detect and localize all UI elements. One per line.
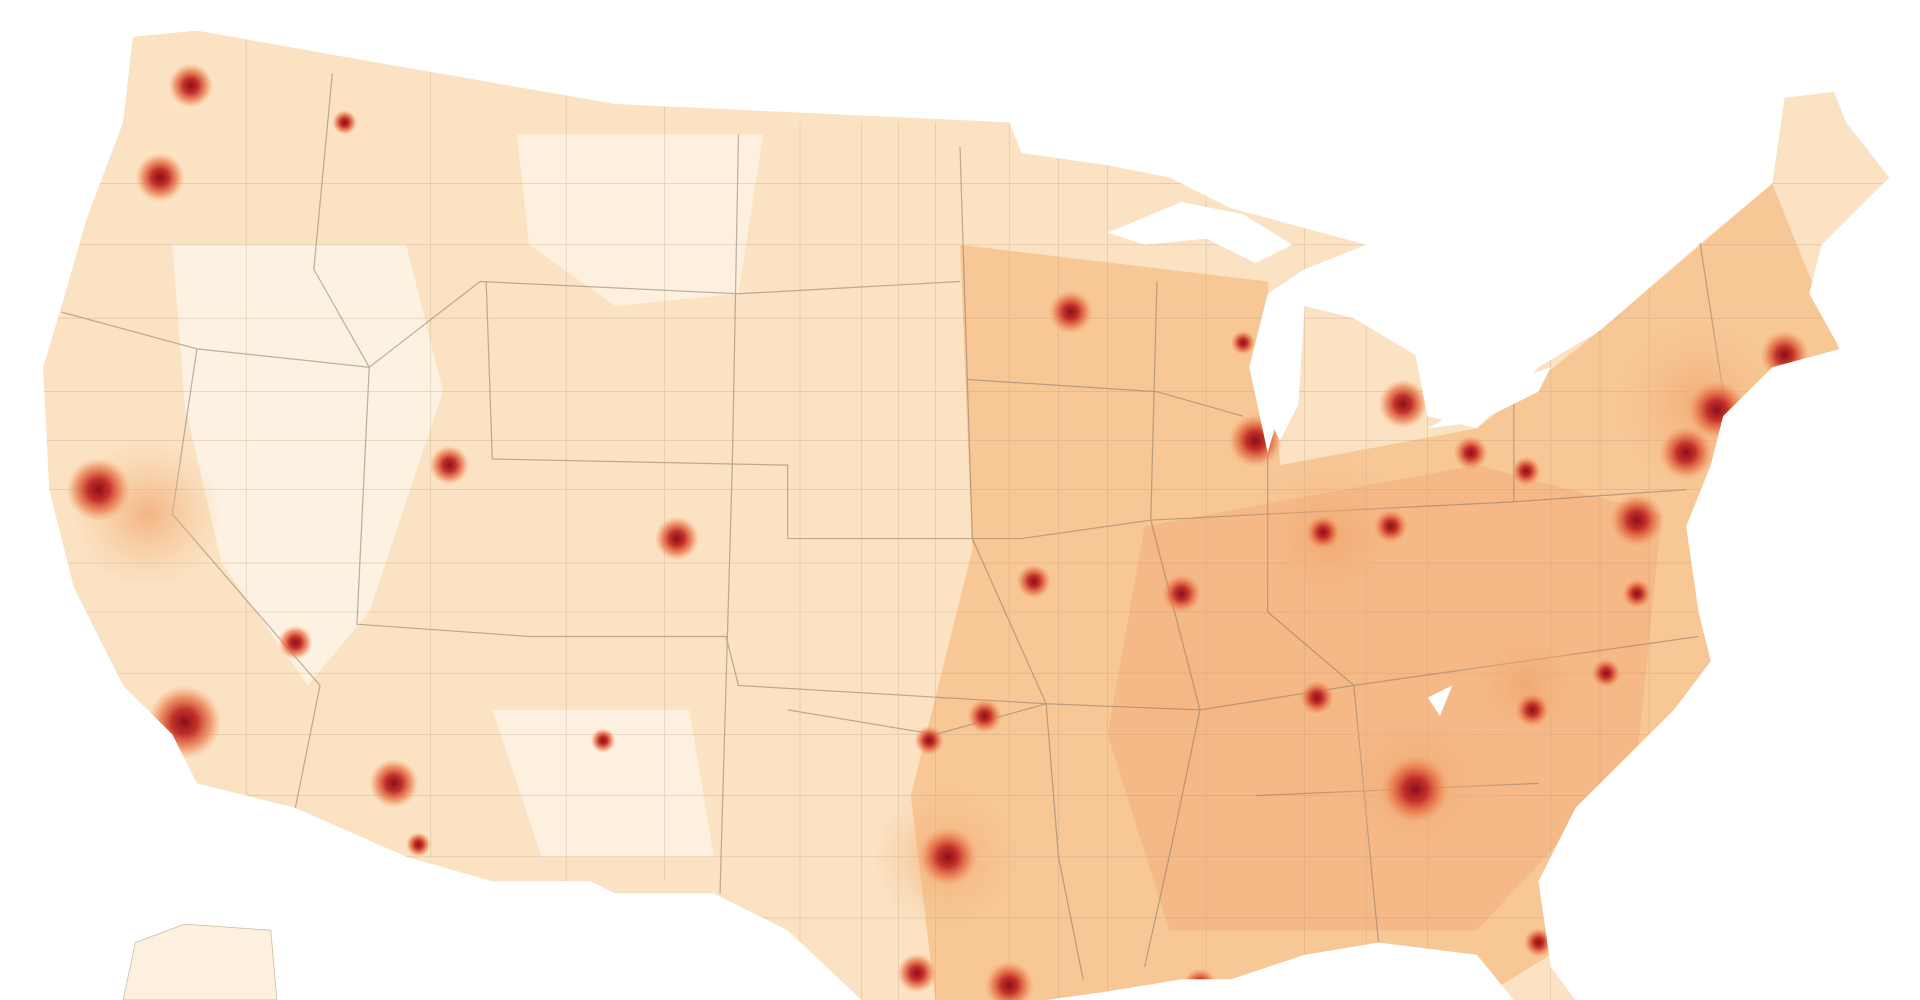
sparse-region [492, 709, 714, 857]
inset-fragment [122, 923, 278, 1000]
sparse-region [172, 244, 444, 686]
sparse-region [516, 134, 764, 306]
lakes [1107, 201, 1551, 717]
